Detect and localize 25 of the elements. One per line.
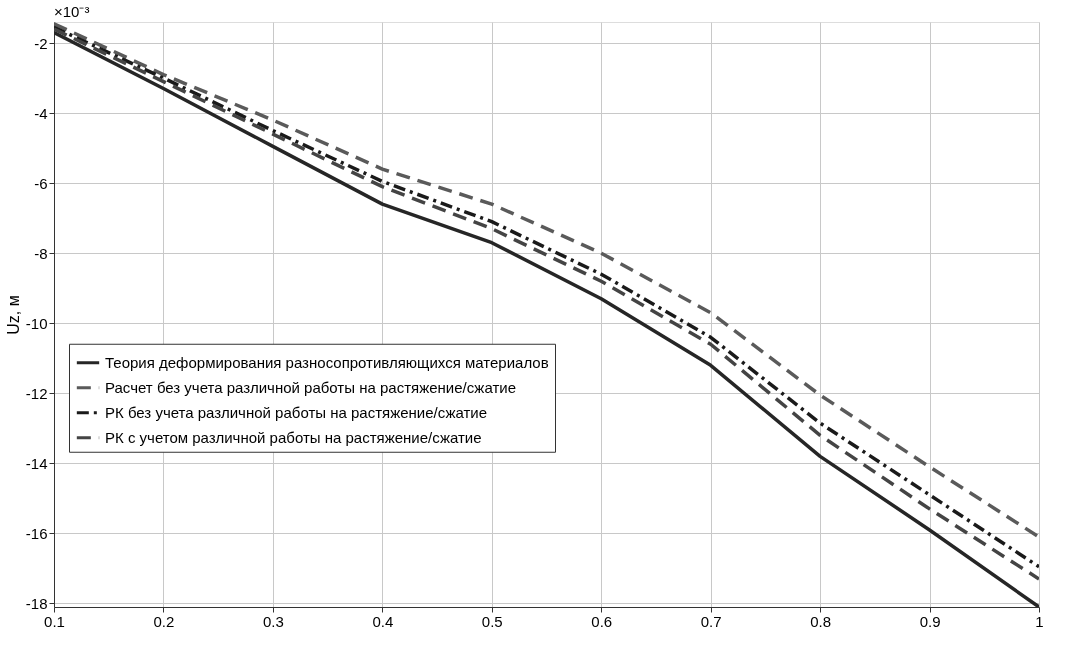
- y-tick-label: -18: [25, 595, 48, 612]
- x-tick-label: 0.4: [372, 612, 394, 630]
- text: ×10⁻³: [54, 3, 90, 20]
- x-tick-label: 0.2: [153, 612, 175, 630]
- y-tick-label: -8: [34, 244, 48, 262]
- legend-label: РК с учетом различной работы на растяжение/сжатие: [105, 428, 482, 446]
- y-tick-label: -10: [25, 314, 48, 332]
- x-tick-label: 0.3: [262, 612, 284, 630]
- x-tick-label: 0.7: [700, 612, 722, 630]
- y-tick-label: -16: [25, 524, 48, 542]
- legend-label: РК без учета различной работы на растяжение/сжатие: [105, 403, 488, 421]
- legend-label: Теория деформирования разносопротивляющихся материалов: [105, 353, 549, 371]
- y-tick-label: -14: [25, 454, 48, 472]
- y-tick-label: -6: [34, 174, 48, 192]
- legend-label: Расчет без учета различной работы на растяжение/сжатие: [105, 378, 517, 396]
- y-tick-label: -12: [25, 384, 48, 402]
- y-tick-label: -4: [34, 104, 48, 122]
- x-tick-label: 0.6: [591, 612, 613, 630]
- y-tick-label: -2: [34, 34, 48, 52]
- y-axis-title: Uz, м: [4, 295, 22, 335]
- x-tick-label: 0.8: [810, 612, 832, 630]
- x-tick-label: 1: [1035, 612, 1044, 630]
- x-tick-label: 0.5: [481, 612, 503, 630]
- x-tick-label: 0.1: [44, 612, 65, 630]
- x-tick-label: 0.9: [919, 612, 941, 630]
